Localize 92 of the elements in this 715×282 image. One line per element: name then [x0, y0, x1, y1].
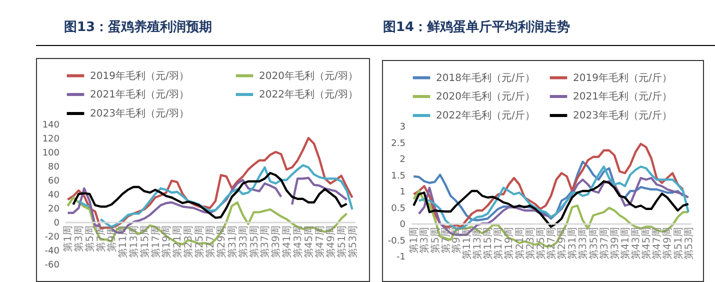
legend-label: 2023年毛利（元/斤）	[573, 110, 672, 122]
x-tick-label: 第23周	[182, 226, 195, 258]
chart-title: 图13：蛋鸡养殖利润预期	[64, 18, 212, 36]
x-tick-label: 第35周	[248, 226, 260, 258]
y-tick-label: 0	[54, 218, 60, 228]
x-tick-label: 第39周	[270, 226, 282, 258]
x-tick-label: 第51周	[672, 227, 684, 260]
chart-title: 图14：鲜鸡蛋单斤平均利润走势	[383, 18, 570, 36]
legend-label: 2023年毛利（元/羽）	[90, 108, 189, 120]
x-tick-label: 第1周	[62, 226, 74, 252]
x-tick-label: 第5周	[84, 226, 96, 252]
x-tick-label: 第33周	[237, 226, 250, 258]
line-series	[412, 180, 690, 228]
x-tick-label: 第1周	[408, 227, 420, 254]
legend-label: 2019年毛利（元/羽）	[90, 70, 189, 82]
x-tick-label: 第31周	[566, 227, 579, 260]
x-tick-label: 第13周	[128, 226, 140, 258]
x-tick-label: 第27周	[546, 227, 558, 260]
x-tick-label: 第9周	[450, 227, 462, 254]
x-tick-label: 第15周	[138, 226, 151, 258]
x-tick-label: 第35周	[588, 227, 600, 260]
x-tick-label: 第45周	[302, 226, 315, 258]
x-tick-label: 第37周	[259, 226, 272, 258]
x-tick-label: 第3周	[73, 226, 86, 252]
x-tick-label: 第53周	[682, 227, 695, 260]
legend-label: 2020年毛利（元/斤）	[436, 90, 535, 102]
x-tick-label: 第7周	[440, 227, 452, 254]
y-tick-label: -0.5	[388, 236, 406, 246]
x-tick-label: 第31周	[226, 226, 238, 258]
x-tick-label: 第23周	[524, 227, 536, 260]
x-tick-label: 第5周	[429, 227, 442, 254]
y-tick-label: 80	[48, 162, 60, 172]
x-tick-label: 第21周	[514, 227, 526, 260]
x-tick-label: 第17周	[150, 226, 162, 258]
y-tick-label: 60	[48, 176, 60, 186]
y-tick-label: 100	[42, 148, 60, 158]
legend-label: 2021年毛利（元/羽）	[90, 88, 189, 100]
x-tick-label: 第49周	[662, 227, 674, 260]
x-tick-label: 第9周	[106, 226, 118, 252]
x-tick-label: 第37周	[598, 227, 610, 260]
y-tick-label: 2	[400, 155, 406, 165]
y-tick-label: 3	[400, 122, 406, 132]
x-tick-label: 第51周	[336, 226, 348, 258]
x-tick-label: 第25周	[194, 226, 206, 258]
x-tick-label: 第29周	[556, 227, 568, 260]
x-tick-label: 第45周	[640, 227, 653, 260]
legend-label: 2018年毛利（元/斤）	[436, 72, 535, 84]
y-tick-label: 0.5	[391, 204, 406, 214]
x-tick-label: 第19周	[503, 227, 516, 260]
y-tick-label: 1	[400, 188, 406, 198]
x-tick-label: 第19周	[160, 226, 173, 258]
y-tick-label: 140	[42, 120, 60, 130]
x-tick-label: 第33周	[577, 227, 590, 260]
y-tick-label: 120	[42, 134, 60, 144]
y-tick-label: -60	[44, 260, 60, 270]
x-tick-label: 第47周	[314, 226, 326, 258]
y-tick-label: 20	[48, 204, 60, 214]
x-tick-label: 第47周	[651, 227, 664, 260]
x-tick-label: 第43周	[292, 226, 304, 258]
x-tick-label: 第21周	[172, 226, 184, 258]
y-tick-label: 0	[400, 220, 406, 230]
x-tick-label: 第11周	[116, 226, 129, 258]
line-series	[72, 172, 348, 219]
x-tick-label: 第41周	[281, 226, 294, 258]
y-tick-label: -20	[44, 232, 60, 242]
y-tick-label: -40	[44, 246, 60, 256]
x-tick-label: 第7周	[95, 226, 108, 252]
x-tick-label: 第53周	[346, 226, 359, 258]
x-tick-label: 第13周	[472, 227, 484, 260]
x-tick-label: 第29周	[215, 226, 228, 258]
y-tick-label: 1.5	[391, 171, 406, 182]
x-tick-label: 第25周	[534, 227, 547, 260]
legend-label: 2022年毛利（元/斤）	[436, 110, 535, 122]
x-tick-label: 第17周	[492, 227, 505, 260]
x-tick-label: 第27周	[204, 226, 216, 258]
legend-label: 2021年毛利（元/斤）	[573, 90, 672, 102]
line-series	[412, 142, 684, 228]
line-series	[412, 160, 684, 222]
x-tick-label: 第3周	[418, 227, 431, 254]
legend-label: 2019年毛利（元/斤）	[573, 72, 672, 84]
x-tick-label: 第15周	[482, 227, 494, 260]
y-tick-label: 2.5	[391, 138, 406, 149]
line-series	[418, 166, 690, 230]
legend-label: 2022年毛利（元/羽）	[259, 88, 358, 100]
x-tick-label: 第41周	[619, 227, 632, 260]
legend-label: 2020年毛利（元/羽）	[259, 70, 358, 82]
y-tick-label: 40	[48, 190, 60, 200]
x-tick-label: 第11周	[460, 227, 473, 260]
x-tick-label: 第49周	[324, 226, 337, 258]
x-tick-label: 第43周	[630, 227, 642, 260]
y-tick-label: -1	[396, 252, 406, 262]
x-tick-label: 第39周	[608, 227, 621, 260]
